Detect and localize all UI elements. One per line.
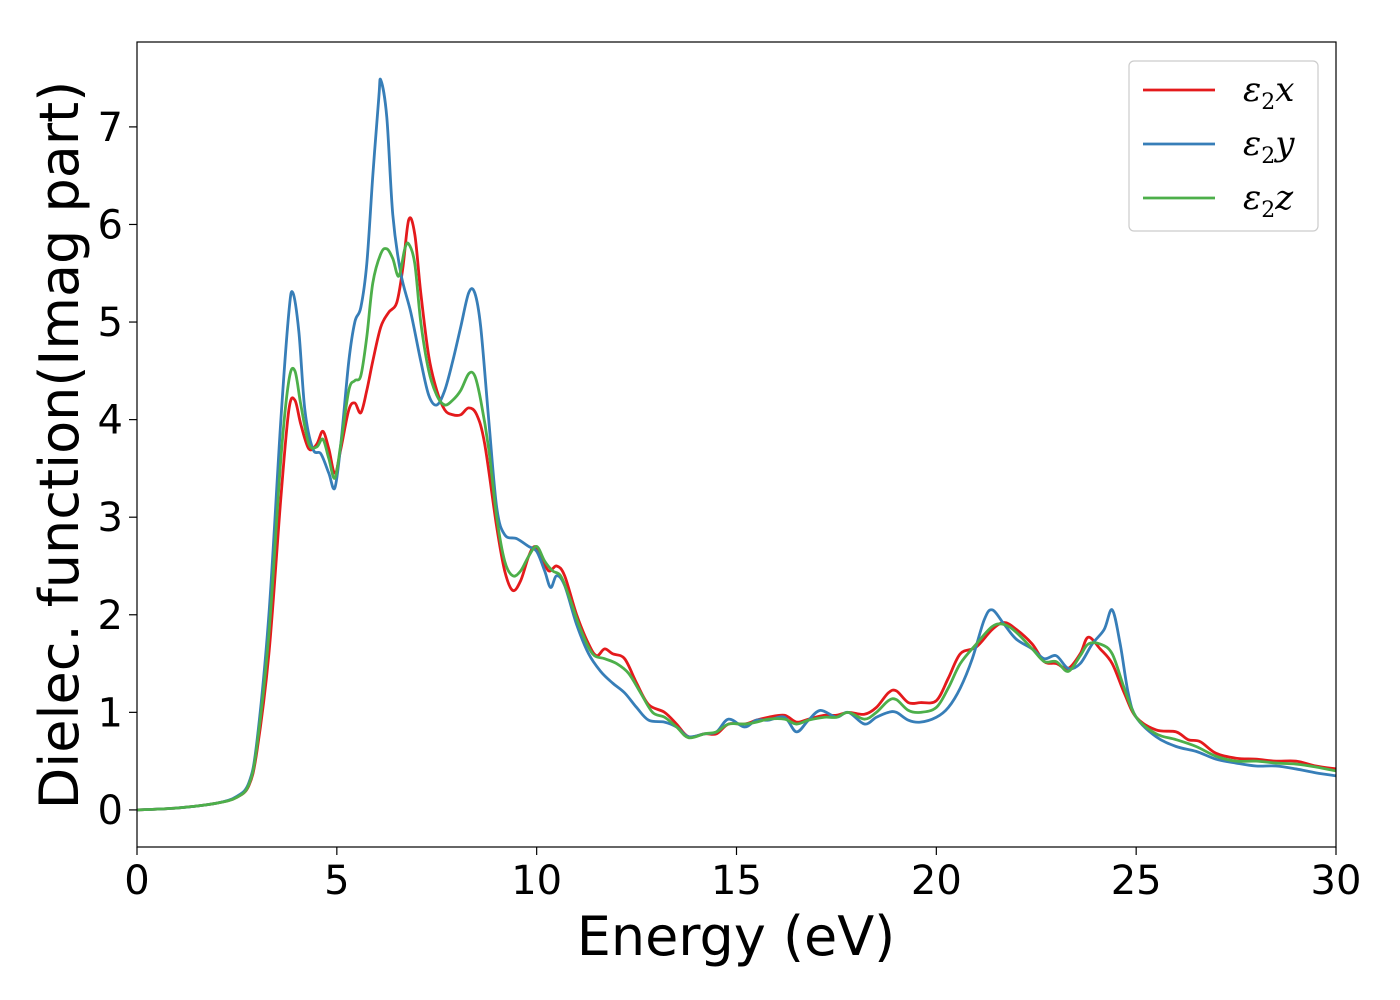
y-tick-label: 2 bbox=[98, 593, 123, 639]
y-axis-ticks: 0 1 2 3 4 5 6 7 bbox=[98, 105, 137, 834]
legend-label-axis: y bbox=[1273, 124, 1295, 164]
series-layer bbox=[137, 77, 1336, 812]
legend-label-axis: x bbox=[1275, 70, 1294, 110]
legend-label-subscript: 2 bbox=[1261, 90, 1275, 115]
x-tick-label: 25 bbox=[1111, 858, 1162, 904]
y-axis-label: Dielec. function(Imag part) bbox=[28, 81, 91, 810]
x-tick-label: 30 bbox=[1311, 858, 1362, 904]
legend-label-subscript: 2 bbox=[1261, 144, 1275, 169]
y-tick-label: 4 bbox=[98, 398, 123, 444]
x-tick-label: 0 bbox=[124, 858, 149, 904]
legend-box bbox=[1128, 60, 1319, 232]
y-tick-label: 1 bbox=[98, 690, 123, 736]
y-tick-label: 6 bbox=[98, 202, 123, 248]
y-tick-label: 3 bbox=[98, 495, 123, 541]
y-tick-label: 0 bbox=[98, 788, 123, 834]
legend-label-axis: z bbox=[1274, 178, 1294, 218]
legend-label-x: ε2x bbox=[1243, 70, 1294, 115]
x-axis-ticks: 0 5 10 15 20 25 30 bbox=[124, 847, 1361, 904]
legend-label-base: ε bbox=[1243, 70, 1261, 110]
legend-label-base: ε bbox=[1243, 178, 1261, 218]
series-line-z bbox=[137, 241, 1336, 812]
legend-label-y: ε2y bbox=[1243, 124, 1295, 169]
x-tick-label: 15 bbox=[711, 858, 762, 904]
legend-label-subscript: 2 bbox=[1261, 198, 1275, 223]
y-tick-label: 7 bbox=[98, 105, 123, 151]
x-tick-label: 20 bbox=[911, 858, 962, 904]
x-axis-label: Energy (eV) bbox=[577, 905, 896, 968]
y-tick-label: 5 bbox=[98, 300, 123, 346]
x-tick-label: 10 bbox=[511, 858, 562, 904]
x-tick-label: 5 bbox=[324, 858, 349, 904]
legend-label-base: ε bbox=[1243, 124, 1261, 164]
legend-label-z: ε2z bbox=[1243, 178, 1294, 223]
